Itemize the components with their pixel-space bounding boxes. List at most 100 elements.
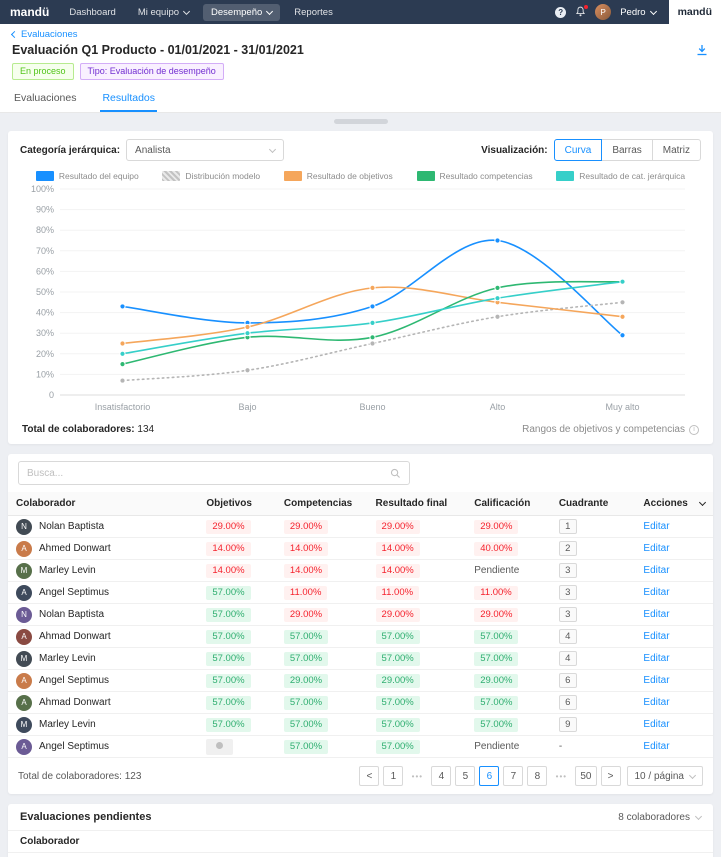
page-button-7[interactable]: 7 bbox=[503, 766, 524, 786]
quadrant-tag: 6 bbox=[558, 695, 577, 710]
value-cell: 29.00% bbox=[275, 669, 368, 692]
main-content: Categoría jerárquica: Analista Visualiza… bbox=[0, 113, 721, 857]
collaborator-cell: M Marley Levin bbox=[8, 713, 199, 736]
page-button-5[interactable]: 5 bbox=[455, 766, 476, 786]
chart-controls: Categoría jerárquica: Analista Visualiza… bbox=[20, 139, 701, 161]
top-navbar: mandü Dashboard Mi equipo Desempeño Reporte… bbox=[0, 0, 721, 24]
notifications-bell-icon[interactable] bbox=[575, 5, 589, 18]
viz-option-barras[interactable]: Barras bbox=[601, 139, 653, 161]
viz-option-matriz[interactable]: Matriz bbox=[651, 139, 701, 161]
quadrant-cell: 1 bbox=[550, 515, 636, 538]
quadrant-cell: 4 bbox=[550, 647, 636, 670]
ranges-link[interactable]: Rangos de objetivos y competencias i bbox=[522, 424, 699, 435]
percent-badge: 14.00% bbox=[206, 541, 251, 556]
page-button-8[interactable]: 8 bbox=[527, 766, 548, 786]
nav-item-reportes[interactable]: Reportes bbox=[286, 4, 341, 21]
collaborator-cell: A Ahmad Donwart bbox=[8, 625, 199, 648]
value-cell: 57.00% bbox=[367, 691, 467, 714]
collaborator-cell: A Angel Septimus bbox=[8, 735, 199, 758]
nav-item-label: Mi equipo bbox=[137, 6, 180, 18]
edit-link[interactable]: Editar bbox=[643, 653, 670, 664]
drag-handle[interactable] bbox=[333, 119, 388, 124]
legend-item-0[interactable]: Resultado del equipo bbox=[35, 171, 139, 181]
percent-badge: 57.00% bbox=[206, 695, 251, 710]
edit-link[interactable]: Editar bbox=[643, 543, 670, 554]
percent-badge: 57.00% bbox=[474, 717, 519, 732]
percent-badge: 57.00% bbox=[283, 629, 329, 644]
value-cell: 57.00% bbox=[275, 735, 368, 758]
percent-badge: 57.00% bbox=[283, 739, 329, 754]
edit-link[interactable]: Editar bbox=[643, 719, 670, 730]
chart-grid: 0 10% 20% 30% 40% 50% 60% 70% 80% 90% 100% Insatisf… bbox=[31, 184, 685, 412]
download-button[interactable] bbox=[695, 43, 709, 57]
value-cell: 11.00% bbox=[367, 581, 467, 604]
table-row: A Angel Septimus 57.00% 57.00% Pendiente - Edi… bbox=[8, 735, 713, 758]
legend-item-1[interactable]: Distribución modelo bbox=[162, 171, 260, 181]
page-button-1[interactable]: 1 bbox=[383, 766, 404, 786]
edit-link[interactable]: Editar bbox=[643, 521, 670, 532]
quadrant-tag: 3 bbox=[558, 563, 577, 578]
value-cell: 57.00% bbox=[198, 625, 276, 648]
col-header-cuadrante: Cuadrante bbox=[550, 492, 636, 516]
legend-item-2[interactable]: Resultado de objetivos bbox=[283, 171, 393, 181]
back-link[interactable]: Evaluaciones bbox=[10, 29, 78, 40]
edit-link[interactable]: Editar bbox=[643, 697, 670, 708]
category-select[interactable]: Analista bbox=[126, 139, 285, 161]
next-page-button[interactable]: > bbox=[600, 766, 621, 786]
page-button-50[interactable]: 50 bbox=[575, 766, 597, 786]
search-input[interactable] bbox=[27, 467, 390, 479]
legend-item-4[interactable]: Resultado de cat. jerárquica bbox=[556, 171, 685, 181]
nav-item-mi-equipo[interactable]: Mi equipo bbox=[130, 4, 197, 21]
percent-badge: 57.00% bbox=[474, 651, 519, 666]
nav-item-dashboard[interactable]: Dashboard bbox=[61, 4, 123, 21]
percent-badge: 57.00% bbox=[206, 673, 251, 688]
badges-row: En proceso Tipo: Evaluación de desempeño bbox=[12, 63, 709, 80]
percent-badge: 29.00% bbox=[283, 519, 329, 534]
table-total: Total de colaboradores: 123 bbox=[18, 771, 141, 782]
page-button-6[interactable]: 6 bbox=[479, 766, 500, 786]
svg-text:20%: 20% bbox=[36, 349, 54, 359]
edit-link[interactable]: Editar bbox=[643, 741, 670, 752]
percent-badge: 57.00% bbox=[375, 739, 420, 754]
user-avatar[interactable]: P bbox=[595, 4, 612, 20]
ellipsis-button[interactable]: ••• bbox=[407, 766, 428, 786]
edit-link[interactable]: Editar bbox=[643, 587, 670, 598]
help-icon[interactable]: ? bbox=[555, 6, 567, 18]
svg-text:10%: 10% bbox=[36, 369, 54, 379]
actions-cell: Editar bbox=[635, 515, 713, 538]
legend-item-3[interactable]: Resultado competencias bbox=[416, 171, 533, 181]
value-cell: 29.00% bbox=[367, 515, 467, 538]
ranges-label: Rangos de objetivos y competencias bbox=[522, 424, 685, 435]
collaborator-name: Ahmed Donwart bbox=[39, 543, 111, 554]
col-header-acciones: Acciones bbox=[635, 492, 713, 516]
brand-logo[interactable]: mandü bbox=[10, 5, 50, 19]
edit-link[interactable]: Editar bbox=[643, 675, 670, 686]
results-chart-card: Categoría jerárquica: Analista Visualiza… bbox=[8, 131, 713, 444]
percent-badge: 11.00% bbox=[474, 585, 518, 600]
nav-item-desempeno[interactable]: Desempeño bbox=[203, 3, 281, 21]
viz-option-curva[interactable]: Curva bbox=[553, 139, 603, 161]
ellipsis-button[interactable]: ••• bbox=[551, 766, 572, 786]
chevron-left-icon bbox=[10, 30, 19, 39]
col-header-objetivos: Objetivos bbox=[198, 492, 276, 516]
pending-text: Pendiente bbox=[474, 741, 520, 752]
edit-link[interactable]: Editar bbox=[643, 631, 670, 642]
svg-text:0: 0 bbox=[49, 390, 54, 400]
avatar: A bbox=[16, 694, 32, 711]
chevron-down-icon bbox=[688, 771, 697, 779]
quadrant-cell: - bbox=[550, 735, 636, 758]
edit-link[interactable]: Editar bbox=[643, 565, 670, 576]
tab-resultados[interactable]: Resultados bbox=[100, 88, 157, 112]
prev-page-button[interactable]: < bbox=[359, 766, 380, 786]
pending-count-toggle[interactable]: 8 colaboradores bbox=[618, 812, 703, 823]
user-menu[interactable]: Pedro bbox=[620, 7, 657, 18]
page-size-select[interactable]: 10 / página bbox=[626, 766, 703, 786]
edit-link[interactable]: Editar bbox=[643, 609, 670, 620]
chevron-down-icon bbox=[266, 7, 274, 15]
svg-text:60%: 60% bbox=[36, 266, 54, 276]
page-button-4[interactable]: 4 bbox=[431, 766, 452, 786]
percent-badge: 57.00% bbox=[206, 585, 251, 600]
tab-evaluaciones[interactable]: Evaluaciones bbox=[14, 92, 77, 104]
filter-caret-icon[interactable] bbox=[698, 498, 707, 507]
value-cell: 29.00% bbox=[275, 603, 368, 626]
